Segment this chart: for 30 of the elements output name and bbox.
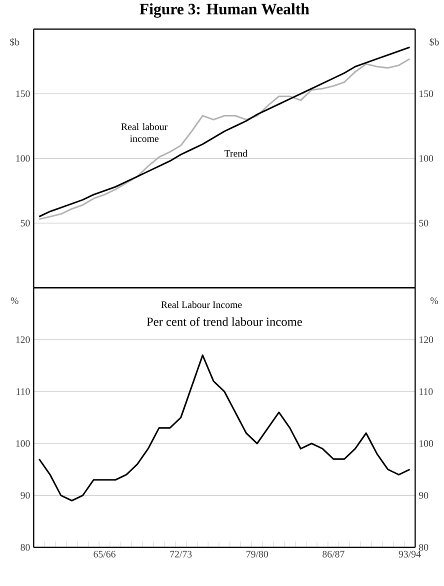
series-label: Real labour income [121, 123, 168, 142]
y-axis-title: $b [10, 38, 20, 46]
y2-tick-label: 50 [419, 220, 428, 226]
y-tick-label: 50 [20, 220, 30, 226]
x-tick-label: 72/73 [170, 550, 192, 558]
y2-tick-label: 100 [420, 440, 434, 447]
y-tick-label: 150 [16, 90, 30, 98]
y-tick-label: 80 [20, 544, 30, 551]
y2-tick-label: 90 [419, 492, 428, 499]
y-tick-label: 90 [20, 492, 30, 499]
y-axis-title: % [10, 297, 18, 304]
y2-tick-label: 110 [420, 388, 433, 395]
y2-tick-label: 150 [420, 90, 434, 98]
y2-tick-label: 100 [420, 155, 434, 162]
y2-tick-label: 120 [420, 336, 434, 343]
y-tick-label: 100 [16, 155, 30, 162]
x-tick-label: 65/66 [94, 550, 116, 558]
series-label: Trend [224, 150, 248, 157]
y2-axis-title: $b [430, 38, 439, 46]
y2-tick-label: 80 [419, 544, 428, 551]
x-tick-label: 79/80 [246, 550, 268, 558]
text: Per cent of trend labour income [146, 317, 302, 326]
y-tick-label: 120 [16, 336, 30, 343]
x-tick-label: 93/94 [398, 550, 421, 558]
chart-title: Figure 3: Human Wealth [140, 3, 310, 18]
text: Real Labour Income [161, 301, 242, 308]
x-tick-label: 86/87 [322, 550, 344, 558]
y-tick-label: 110 [16, 388, 30, 395]
y-tick-label: 100 [16, 440, 30, 447]
y2-axis-title: % [430, 297, 438, 304]
